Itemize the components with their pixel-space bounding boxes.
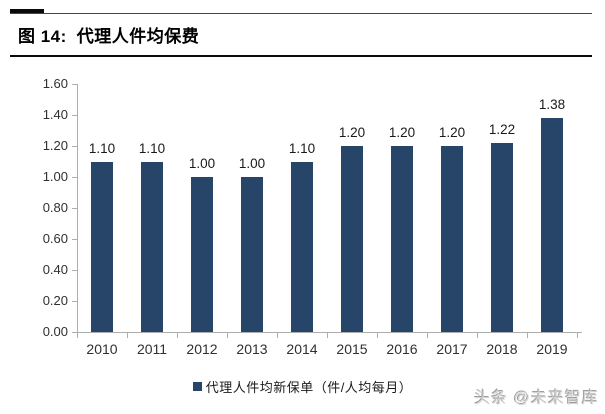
- bar: [541, 118, 563, 332]
- x-axis-tick-label: 2018: [486, 341, 518, 357]
- bar-value-label: 1.20: [438, 125, 466, 140]
- figure-name: 代理人件均保费: [76, 27, 200, 46]
- x-axis-line: [77, 332, 582, 333]
- y-axis-tick-label: 1.20: [42, 138, 68, 153]
- x-axis-tick: [477, 333, 478, 338]
- bar: [491, 142, 513, 332]
- x-axis-tick-label: 2011: [136, 341, 168, 357]
- x-axis-tick: [527, 333, 528, 338]
- bar-value-label: 1.10: [288, 140, 316, 156]
- header-corner-mark: [10, 9, 44, 13]
- figure-title: 图 14: 代理人件均保费: [18, 22, 199, 47]
- bar-value-label: 1.00: [188, 156, 216, 171]
- y-axis-tick: [72, 239, 77, 240]
- bar: [241, 177, 263, 332]
- y-axis-tick: [72, 332, 77, 333]
- y-axis-tick: [72, 146, 77, 147]
- header-bottom-rule: [10, 55, 592, 57]
- x-axis-tick: [227, 333, 228, 338]
- y-axis-tick-label: 0.20: [42, 293, 68, 308]
- bar: [191, 177, 213, 332]
- bar: [141, 161, 163, 332]
- legend-swatch: [192, 382, 202, 391]
- y-axis-tick-label: 1.40: [42, 107, 68, 122]
- bar: [441, 146, 463, 332]
- y-axis-tick: [72, 301, 77, 302]
- y-axis-tick: [72, 115, 77, 116]
- y-axis-tick-label: 0.00: [42, 324, 68, 339]
- y-axis-tick-label: 0.60: [42, 231, 68, 246]
- bar: [91, 161, 113, 332]
- y-axis-tick-label: 0.80: [42, 200, 68, 215]
- y-axis-tick: [72, 208, 77, 209]
- bar-value-label: 1.22: [488, 121, 516, 137]
- x-axis-tick: [77, 333, 78, 338]
- y-axis-line: [77, 84, 78, 332]
- x-axis-tick: [577, 333, 578, 338]
- bar-value-label: 1.20: [388, 125, 416, 140]
- y-axis-tick-label: 1.60: [42, 76, 68, 91]
- x-axis-tick-label: 2014: [286, 341, 318, 357]
- bar-value-label: 1.10: [88, 140, 116, 156]
- bar-value-label: 1.00: [238, 156, 266, 171]
- watermark: 头条 @未来智库: [474, 390, 599, 407]
- chart-legend: 代理人件均新保单（件/人均每月）: [0, 377, 605, 396]
- x-axis-tick-label: 2017: [436, 341, 468, 357]
- x-axis-tick: [377, 333, 378, 338]
- bar-value-label: 1.20: [338, 125, 366, 140]
- x-axis-tick: [177, 333, 178, 338]
- header-top-rule: [10, 13, 592, 14]
- x-axis-tick-label: 2016: [386, 341, 418, 357]
- bar-value-label: 1.10: [138, 140, 166, 156]
- y-axis-tick-label: 1.00: [42, 169, 68, 184]
- bar: [341, 146, 363, 332]
- x-axis-tick-label: 2013: [236, 341, 268, 357]
- y-axis-tick-label: 0.40: [42, 262, 68, 277]
- x-axis-tick: [127, 333, 128, 338]
- bar: [391, 146, 413, 332]
- y-axis-tick: [72, 177, 77, 178]
- figure-label: 图 14:: [18, 27, 67, 46]
- x-axis-tick-label: 2019: [536, 341, 568, 357]
- legend-label: 代理人件均新保单（件/人均每月）: [205, 380, 413, 395]
- bar: [291, 161, 313, 332]
- x-axis-tick: [327, 333, 328, 338]
- x-axis-tick: [427, 333, 428, 338]
- y-axis-tick: [72, 84, 77, 85]
- x-axis-tick-label: 2010: [86, 341, 118, 357]
- bar-value-label: 1.38: [538, 97, 566, 113]
- x-axis-tick-label: 2015: [336, 341, 368, 357]
- y-axis-tick: [72, 270, 77, 271]
- x-axis-tick: [277, 333, 278, 338]
- x-axis-tick-label: 2012: [186, 341, 218, 357]
